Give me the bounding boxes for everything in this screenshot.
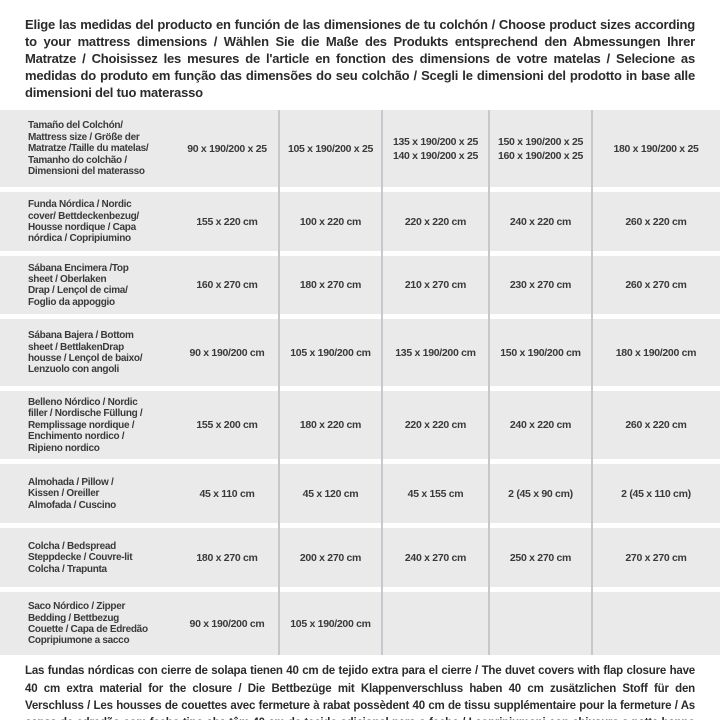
size-cell: 180 x 270 cm — [299, 279, 362, 292]
size-cell: 135 x 190/200 x 25 140 x 190/200 x 25 — [392, 135, 479, 162]
size-cell: 90 x 190/200 x 25 — [187, 142, 267, 155]
size-cell: 220 x 220 cm — [404, 419, 467, 432]
size-cell: 150 x 190/200 cm — [500, 346, 581, 359]
size-cell: 155 x 220 cm — [196, 215, 258, 228]
row-label: Saco Nórdico / Zipper Bedding / Bettbezu… — [28, 601, 148, 647]
size-cell: 180 x 190/200 x 25 — [613, 142, 699, 155]
size-cell: 2 (45 x 110 cm) — [621, 487, 691, 500]
size-cell: 100 x 220 cm — [299, 215, 362, 228]
column-divider — [488, 110, 490, 656]
size-cell: 250 x 270 cm — [509, 551, 572, 564]
size-cell — [382, 592, 489, 655]
size-cell — [592, 592, 720, 655]
size-cell: 230 x 270 cm — [509, 279, 572, 292]
table-row-top-sheet: Sábana Encimera /Top sheet / Oberlaken D… — [0, 256, 720, 315]
size-cell: 260 x 270 cm — [625, 279, 687, 292]
flap-closure-note: Las fundas nórdicas con cierre de solapa… — [25, 665, 695, 720]
size-cell: 105 x 190/200 cm — [290, 617, 371, 630]
column-divider — [381, 110, 383, 656]
row-label: Belleno Nórdico / Nordic filler / Nordis… — [28, 396, 143, 454]
size-cell: 90 x 190/200 cm — [189, 617, 265, 630]
size-cell: 45 x 155 cm — [407, 487, 464, 500]
intro-text: Elige las medidas del producto en funció… — [25, 17, 695, 100]
table-row-pillow: Almohada / Pillow / Kissen / Oreiller Al… — [0, 464, 720, 524]
size-cell: 105 x 190/200 cm — [290, 346, 371, 359]
size-cell: 155 x 200 cm — [196, 419, 258, 432]
size-cell: 180 x 270 cm — [196, 551, 258, 564]
size-cell: 2 (45 x 90 cm) — [508, 487, 573, 500]
size-cell: 135 x 190/200 cm — [395, 346, 476, 359]
table-row-nordic-cover: Funda Nórdica / Nordic cover/ Bettdecken… — [0, 192, 720, 252]
row-label: Colcha / Bedspread Steppdecke / Couvre-l… — [28, 540, 133, 575]
row-label: Sábana Bajera / Bottom sheet / Bettlaken… — [28, 330, 143, 376]
size-cell: 180 x 190/200 cm — [615, 346, 697, 359]
column-divider — [278, 110, 280, 656]
row-label: Sábana Encimera /Top sheet / Oberlaken D… — [28, 262, 129, 308]
size-cell: 210 x 270 cm — [404, 279, 467, 292]
size-cell: 260 x 220 cm — [625, 419, 687, 432]
size-cell: 270 x 270 cm — [625, 551, 687, 564]
size-cell: 150 x 190/200 x 25 160 x 190/200 x 25 — [497, 135, 584, 162]
size-cell: 260 x 220 cm — [625, 215, 687, 228]
table-row-nordic-filler: Belleno Nórdico / Nordic filler / Nordis… — [0, 391, 720, 460]
size-cell: 45 x 110 cm — [199, 487, 255, 500]
size-cell: 180 x 220 cm — [299, 419, 362, 432]
row-label: Funda Nórdica / Nordic cover/ Bettdecken… — [28, 199, 139, 245]
size-table: Tamaño del Colchón/ Mattress size / Größ… — [0, 110, 720, 656]
size-cell: 200 x 270 cm — [299, 551, 362, 564]
size-cell: 240 x 270 cm — [404, 551, 467, 564]
size-cell: 240 x 220 cm — [509, 215, 572, 228]
size-cell: 240 x 220 cm — [509, 419, 572, 432]
column-divider — [591, 110, 593, 656]
table-row-mattress-size: Tamaño del Colchón/ Mattress size / Größ… — [0, 110, 720, 188]
size-cell: 105 x 190/200 x 25 — [287, 142, 374, 155]
table-row-zipper-bedding: Saco Nórdico / Zipper Bedding / Bettbezu… — [0, 592, 720, 656]
table-row-bottom-sheet: Sábana Bajera / Bottom sheet / Bettlaken… — [0, 319, 720, 387]
size-cell: 90 x 190/200 cm — [189, 346, 265, 359]
size-cell: 220 x 220 cm — [404, 215, 467, 228]
row-label: Almohada / Pillow / Kissen / Oreiller Al… — [28, 476, 116, 511]
table-row-bedspread: Colcha / Bedspread Steppdecke / Couvre-l… — [0, 528, 720, 588]
size-cell — [489, 592, 592, 655]
size-cell: 45 x 120 cm — [302, 487, 359, 500]
size-cell: 160 x 270 cm — [196, 279, 258, 292]
row-label: Tamaño del Colchón/ Mattress size / Größ… — [28, 120, 149, 178]
